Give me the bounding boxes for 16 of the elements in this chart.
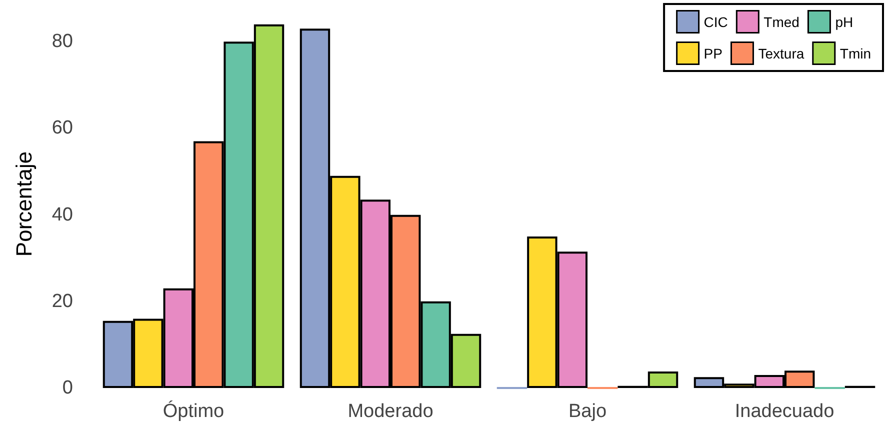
x-tick-label: Bajo — [568, 401, 607, 422]
legend-label: CIC — [704, 14, 728, 30]
y-axis-title: Porcentaje — [12, 151, 36, 257]
y-tick-label: 40 — [52, 204, 73, 226]
y-tick-label: 20 — [52, 290, 73, 312]
y-tick-label: 80 — [52, 31, 73, 52]
legend-label: Tmed — [764, 14, 800, 30]
legend-label: pH — [835, 14, 854, 30]
x-tick-label: Óptimo — [162, 400, 224, 422]
legend-label: PP — [704, 45, 722, 62]
y-tick-label: 0 — [62, 378, 73, 398]
legend-label: Textura — [758, 45, 804, 62]
x-tick-label: Inadecuado — [734, 401, 834, 422]
legend-label: Tmin — [840, 45, 872, 62]
y-tick-label: 60 — [52, 118, 73, 139]
x-tick-label: Moderado — [348, 401, 434, 422]
